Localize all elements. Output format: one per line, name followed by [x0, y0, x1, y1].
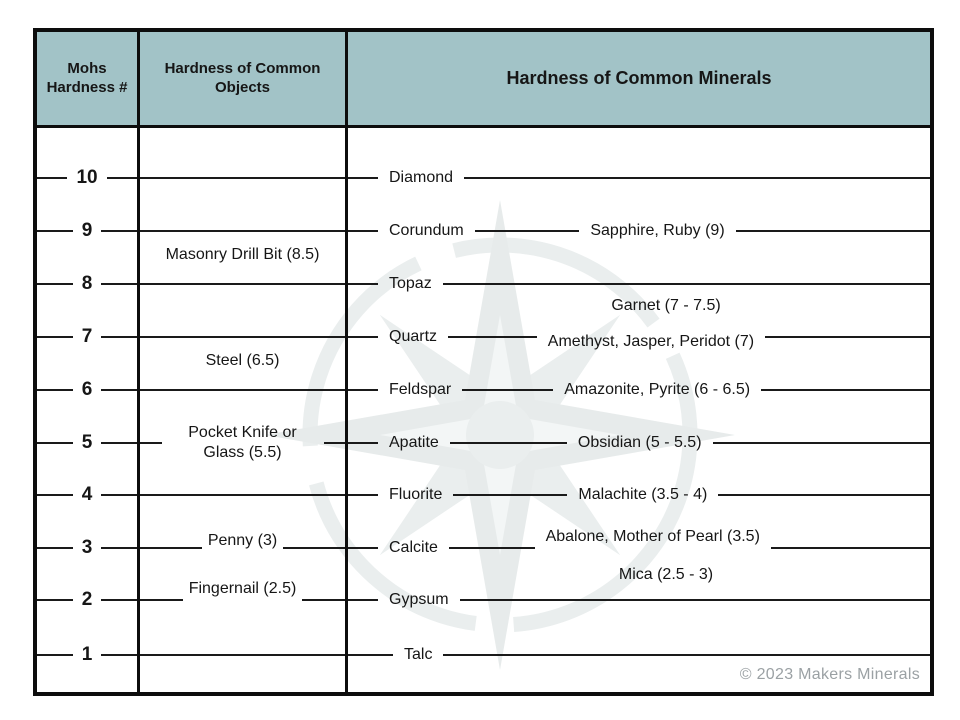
- gem-amazonite-pyrite: Amazonite, Pyrite (6 - 6.5): [564, 381, 751, 398]
- object-row-penny: Penny (3): [140, 530, 345, 566]
- column-divider-2: [345, 32, 348, 692]
- mineral-topaz: Topaz: [389, 275, 432, 292]
- mineral-row-apatite: Apatite Obsidian (5 - 5.5): [348, 430, 930, 456]
- scale-number: 8: [81, 273, 93, 294]
- column-divider-1: [137, 32, 140, 692]
- scale-number: 9: [81, 220, 93, 241]
- scale-number: 2: [81, 589, 93, 610]
- table-header: Mohs Hardness # Hardness of Common Objec…: [37, 32, 930, 128]
- scale-number: 10: [76, 167, 98, 188]
- mineral-corundum: Corundum: [389, 222, 464, 239]
- scale-row-7: 7: [37, 324, 138, 350]
- mineral-row-calcite: Calcite Abalone, Mother of Pearl (3.5): [348, 528, 930, 561]
- gem-amethyst-jasper-peridot: Amethyst, Jasper, Peridot (7): [547, 333, 755, 350]
- mineral-row-gypsum: Gypsum: [348, 587, 930, 613]
- gem-garnet: Garnet (7 - 7.5): [611, 297, 721, 314]
- scale-number: 3: [81, 537, 93, 558]
- mineral-diamond: Diamond: [389, 169, 454, 186]
- mid-line-1: [140, 654, 345, 656]
- mid-line-4: [140, 494, 345, 496]
- mineral-quartz: Quartz: [389, 328, 438, 345]
- gem-abalone-mother-of-pearl: Abalone, Mother of Pearl (3.5): [545, 528, 760, 545]
- mineral-row-topaz: Topaz: [348, 271, 930, 297]
- object-row-fingernail: Fingernail (2.5): [140, 580, 346, 618]
- scale-row-9: 9: [37, 218, 138, 244]
- scale-row-5: 5: [37, 430, 138, 456]
- mineral-fluorite: Fluorite: [389, 486, 443, 503]
- scale-number: 1: [81, 644, 93, 665]
- mineral-talc: Talc: [404, 646, 433, 663]
- mineral-row-quartz: Quartz Amethyst, Jasper, Peridot (7): [348, 324, 930, 350]
- mineral-apatite: Apatite: [389, 434, 439, 451]
- mineral-row-corundum: Corundum Sapphire, Ruby (9): [348, 218, 930, 244]
- mineral-calcite: Calcite: [389, 539, 438, 556]
- scale-number: 5: [81, 432, 93, 453]
- object-fingernail: Fingernail (2.5): [188, 580, 297, 597]
- object-penny: Penny (3): [207, 532, 278, 549]
- scale-row-6: 6: [37, 377, 138, 403]
- gem-malachite: Malachite (3.5 - 4): [578, 486, 708, 503]
- scale-row-4: 4: [37, 482, 138, 508]
- header-mohs-hardness: Mohs Hardness #: [46, 59, 128, 96]
- hardness-table: Mohs Hardness # Hardness of Common Objec…: [33, 28, 934, 696]
- mid-line-7: [140, 336, 345, 338]
- scale-row-2: 2: [37, 587, 138, 613]
- mineral-row-talc: Talc: [348, 642, 930, 668]
- mineral-row-feldspar: Feldspar Amazonite, Pyrite (6 - 6.5): [348, 377, 930, 403]
- scale-row-1: 1: [37, 642, 138, 668]
- object-pocket-knife: Pocket Knife or Glass (5.5): [188, 424, 297, 461]
- scale-number: 7: [81, 326, 93, 347]
- mineral-row-diamond: Diamond: [348, 165, 930, 191]
- mid-line-9: [140, 230, 345, 232]
- object-masonry-drill-bit: Masonry Drill Bit (8.5): [165, 246, 320, 263]
- scale-number: 4: [81, 484, 93, 505]
- gem-mica: Mica (2.5 - 3): [618, 566, 714, 583]
- scale-row-10: 10: [37, 165, 138, 191]
- header-common-minerals: Hardness of Common Minerals: [506, 68, 772, 89]
- gem-sapphire-ruby: Sapphire, Ruby (9): [590, 222, 725, 239]
- scale-row-3: 3: [37, 535, 138, 561]
- header-common-objects: Hardness of Common Objects: [164, 59, 321, 96]
- mid-line-8: [140, 283, 345, 285]
- mid-line-10: [140, 177, 345, 179]
- mineral-row-fluorite: Fluorite Malachite (3.5 - 4): [348, 482, 930, 508]
- scale-number: 6: [81, 379, 93, 400]
- mineral-feldspar: Feldspar: [389, 381, 452, 398]
- copyright-text: © 2023 Makers Minerals: [739, 666, 920, 683]
- gem-obsidian: Obsidian (5 - 5.5): [577, 434, 702, 451]
- object-row-pocket-knife: Pocket Knife or Glass (5.5): [140, 421, 345, 465]
- mid-line-6: [140, 389, 345, 391]
- object-steel: Steel (6.5): [205, 352, 280, 369]
- scale-row-8: 8: [37, 271, 138, 297]
- mineral-gypsum: Gypsum: [389, 591, 449, 608]
